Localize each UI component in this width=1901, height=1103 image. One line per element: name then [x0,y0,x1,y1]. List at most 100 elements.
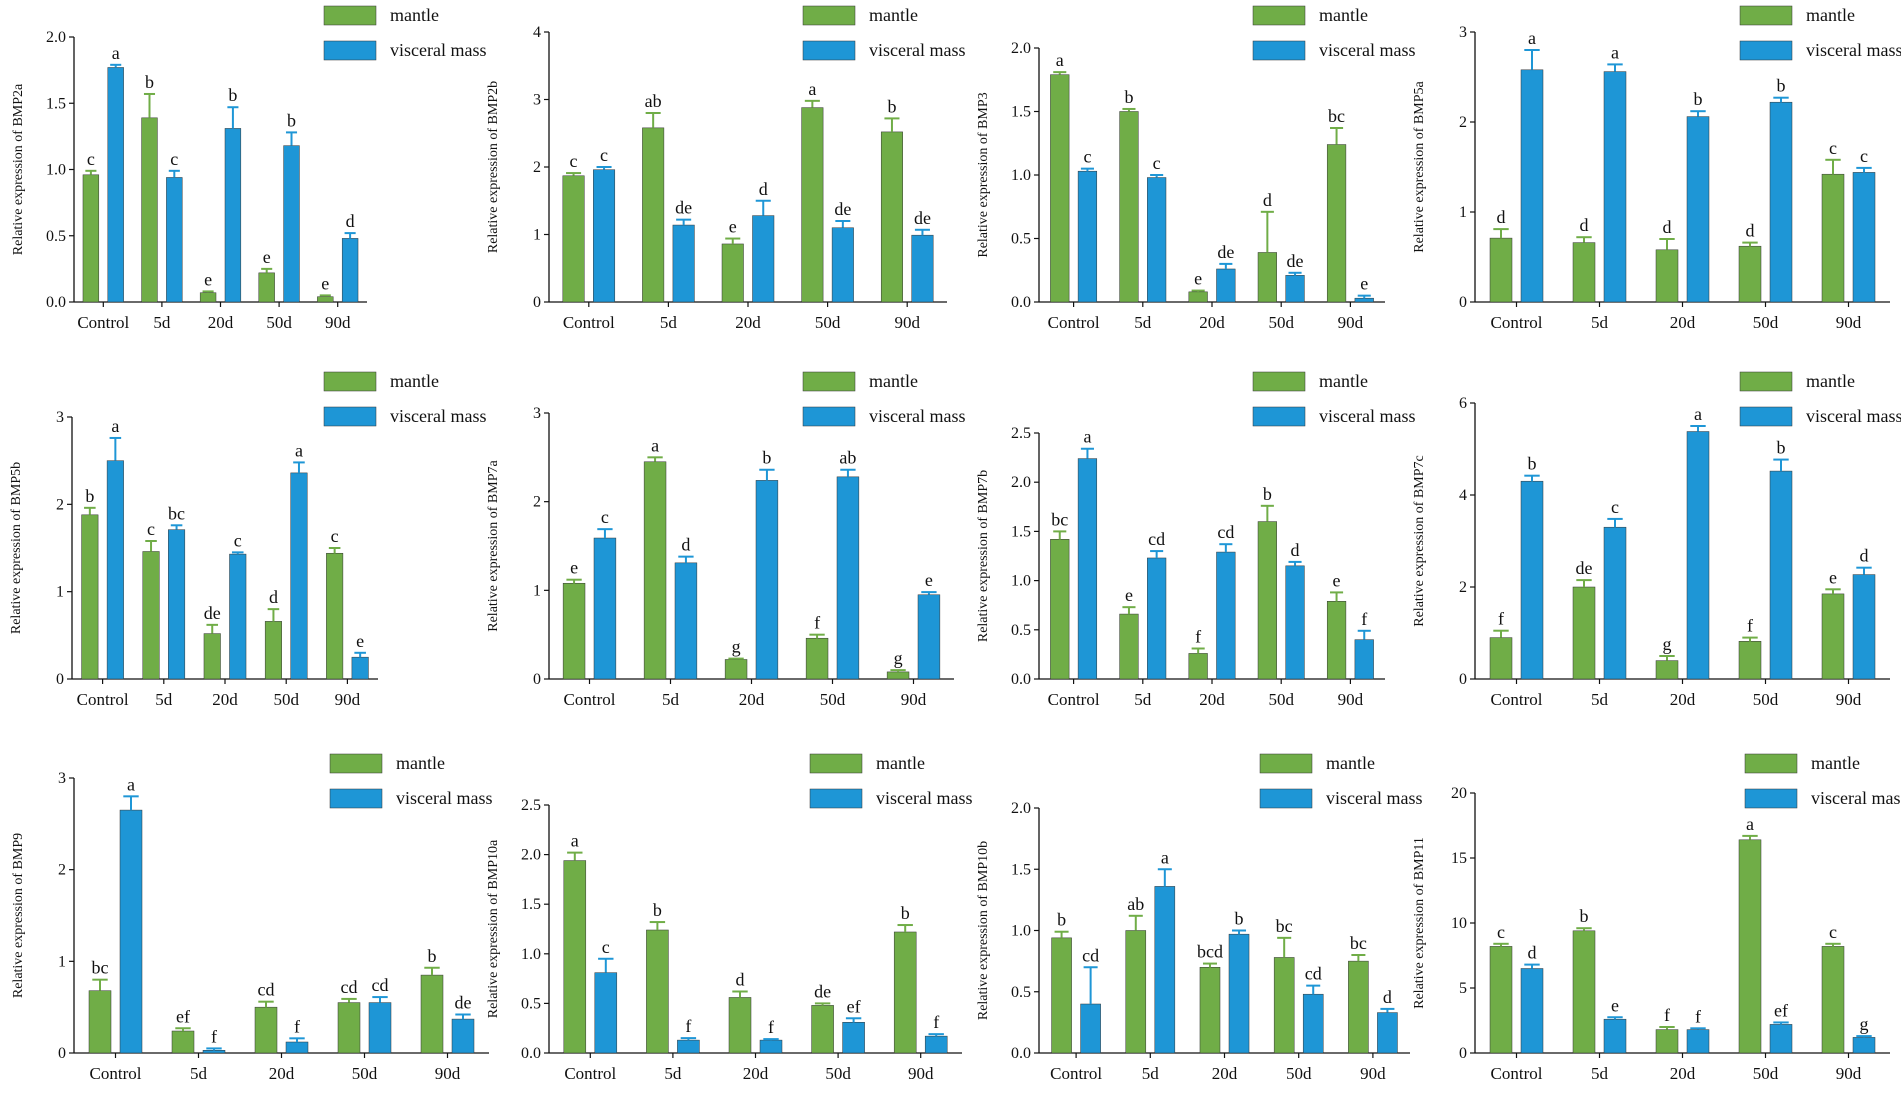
bar-visceral-mass [107,67,124,303]
legend-swatch-visceral-mass [1252,406,1306,427]
x-tick-label: 5d [660,313,678,332]
bar-visceral-mass [1077,458,1098,680]
y-tick-label: 0 [56,671,64,688]
y-tick-label: 0 [533,671,541,688]
bar-mantle [880,131,903,303]
significance-letter: d [1497,207,1506,227]
bar-visceral-mass [1852,172,1876,303]
x-tick-label: 90d [335,690,361,709]
x-tick-label: 20d [208,313,234,332]
y-tick-label: 1 [56,584,64,601]
bar-mantle [805,637,829,680]
bar-visceral-mass [831,227,854,303]
x-tick-label: 5d [1134,690,1152,709]
y-tick-label: 0.5 [1011,622,1031,639]
y-tick-label: 1.5 [46,95,66,112]
legend-label-mantle: mantle [1806,5,1855,25]
bar-visceral-mass [451,1018,475,1054]
y-tick-label: 2 [56,496,64,513]
significance-letter: cd [1217,522,1234,542]
significance-letter: d [1263,190,1272,210]
chart-panel: 0 5 10 15 20 Relative expression of BMP11 Cont… [1412,753,1901,1083]
legend-swatch-visceral-mass [1739,40,1793,61]
y-tick-label: 0.5 [1011,984,1031,1001]
bar-visceral-mass [1769,1024,1793,1054]
x-tick-label: 20d [212,690,238,709]
significance-letter: b [653,900,662,920]
x-tick-label: Control [564,1064,616,1083]
bar-visceral-mass [341,238,359,303]
x-tick-label: 90d [325,313,351,332]
y-tick-label: 2 [533,159,541,176]
significance-letter: a [651,435,659,455]
bar-visceral-mass [755,480,779,680]
legend-label-visceral-mass: visceral mass [1319,40,1415,60]
x-tick-label: 20d [743,1064,769,1083]
bar-mantle [1188,653,1208,680]
x-tick-label: 5d [153,313,171,332]
y-tick-label: 2 [58,862,66,879]
bar-mantle [1199,967,1221,1054]
significance-letter: cd [1148,529,1165,549]
significance-letter: c [234,530,242,550]
significance-letter: d [1746,221,1755,241]
legend-swatch-mantle [1259,753,1313,774]
significance-letter: b [428,946,437,966]
significance-letter: f [1695,1006,1701,1026]
y-axis-title: Relative expression of BMP5b [9,462,24,634]
significance-letter: d [681,535,690,555]
significance-letter: ab [645,91,662,111]
significance-letter: e [1125,585,1133,605]
significance-letter: d [1580,215,1589,235]
bar-mantle [1572,930,1596,1054]
significance-letter: ef [176,1006,190,1026]
bar-mantle [886,671,910,680]
x-tick-label: Control [90,1064,142,1083]
y-axis-title: Relative expression of BMP10a [486,839,501,1018]
y-tick-label: 0 [58,1045,66,1062]
significance-letter: b [1777,76,1786,96]
significance-letter: f [294,1016,300,1036]
significance-letter: f [685,1016,691,1036]
y-tick-label: 0.0 [1011,671,1031,688]
significance-letter: bc [1328,106,1345,126]
y-axis-title: Relative expression of BMP5a [1412,80,1427,252]
bar-mantle [1738,839,1762,1054]
legend-label-mantle: mantle [1319,371,1368,391]
bar-mantle [1257,521,1277,680]
legend-label-visceral-mass: visceral mass [869,406,965,426]
significance-letter: b [1263,484,1272,504]
bar-visceral-mass [1080,1003,1101,1054]
significance-letter: ef [1774,1000,1788,1020]
bar-mantle [1348,960,1369,1054]
y-tick-label: 0 [1459,1045,1467,1062]
legend-label-visceral-mass: visceral mass [1806,406,1901,426]
bar-mantle [1050,74,1070,303]
x-tick-label: Control [564,690,616,709]
y-axis-title: Relative expression of BMP7b [976,470,991,642]
x-tick-label: 20d [1199,690,1225,709]
y-tick-label: 1 [533,582,541,599]
x-tick-label: Control [1048,313,1100,332]
x-tick-label: 50d [1753,313,1779,332]
bar-mantle [1655,660,1679,680]
significance-letter: c [1153,153,1161,173]
significance-letter: f [211,1026,217,1046]
x-tick-label: Control [77,313,129,332]
bar-visceral-mass [1077,170,1098,303]
y-tick-label: 1.0 [1011,573,1031,590]
y-axis-title: Relative expression of BMP3 [976,92,991,257]
significance-letter: cd [258,980,275,1000]
y-tick-label: 4 [1459,487,1467,504]
bar-visceral-mass [836,476,860,680]
significance-letter: c [602,937,610,957]
significance-letter: c [1497,922,1505,942]
significance-letter: e [1333,570,1341,590]
legend-label-mantle: mantle [869,371,918,391]
significance-letter: d [1528,943,1537,963]
y-tick-label: 2.0 [1011,474,1031,491]
x-tick-label: 20d [1670,1064,1696,1083]
significance-letter: g [732,637,741,657]
bar-visceral-mass [1769,470,1793,680]
bar-visceral-mass [1603,1018,1627,1054]
